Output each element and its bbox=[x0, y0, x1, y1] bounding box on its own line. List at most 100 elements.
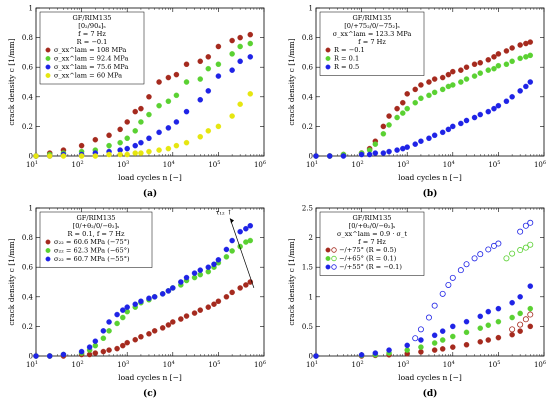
data-point bbox=[211, 301, 217, 307]
data-point bbox=[386, 148, 392, 155]
data-point bbox=[114, 320, 120, 327]
data-point bbox=[439, 346, 446, 352]
data-point bbox=[471, 61, 478, 67]
data-point bbox=[156, 129, 162, 136]
legend-title-line: [0/+θ₂/0/−θ₂]ₛ bbox=[349, 222, 396, 230]
legend-title-line: R = 0.1, f = 7 Hz bbox=[67, 230, 125, 238]
data-point bbox=[138, 298, 144, 304]
legend: GF/RIM135[0/+75₂/0/−75₂]ₛσ_xx^lam = 123.… bbox=[319, 11, 425, 76]
data-point bbox=[517, 247, 524, 254]
data-point bbox=[491, 105, 497, 112]
data-point bbox=[138, 150, 144, 156]
chart-panel-d: 101 102 103 104 105 106 0 0.5 1 1.5 2 2.5 load cycle… bbox=[287, 205, 546, 400]
legend-marker bbox=[325, 64, 331, 70]
series-1 bbox=[33, 40, 254, 159]
data-point bbox=[106, 142, 112, 149]
data-point bbox=[509, 94, 515, 100]
x-axis-label: load cycles n [−] bbox=[398, 373, 462, 382]
data-point bbox=[439, 337, 446, 343]
data-point bbox=[431, 347, 438, 353]
series-0 bbox=[33, 279, 254, 359]
y-tick-label: 0.4 bbox=[22, 293, 34, 301]
data-point bbox=[517, 294, 523, 300]
data-point bbox=[247, 40, 254, 47]
legend-marker bbox=[45, 73, 51, 78]
data-point bbox=[485, 67, 492, 73]
data-point bbox=[495, 334, 502, 341]
data-point bbox=[205, 88, 212, 94]
legend: GF/RIM135[0/+θ₂/0/−θ₂]ₛσ_xx^lam = 0.9 · … bbox=[319, 211, 425, 276]
data-point bbox=[527, 283, 534, 289]
data-point bbox=[431, 340, 438, 346]
data-point bbox=[431, 76, 438, 82]
legend-item-label: σ₂₂ = 60.7 MPa (−55°) bbox=[54, 255, 130, 263]
data-point bbox=[132, 108, 138, 115]
data-point bbox=[517, 228, 524, 235]
x-tick-label: 102 bbox=[72, 160, 84, 169]
legend-item-label: σ₂₂ = 62.3 MPa (−65°) bbox=[54, 247, 130, 255]
data-point bbox=[426, 135, 432, 141]
data-point bbox=[358, 352, 365, 358]
data-point bbox=[485, 108, 492, 115]
y-tick-label: 0.2 bbox=[22, 123, 33, 131]
legend-item-label: R = 0.1 bbox=[334, 55, 359, 63]
legend-item-label: σ_xx^lam = 75.6 MPa bbox=[54, 63, 128, 71]
y-tick-label: 0.8 bbox=[22, 34, 33, 42]
x-tick-label: 105 bbox=[208, 160, 220, 169]
data-point bbox=[458, 120, 464, 127]
data-point bbox=[457, 267, 464, 274]
data-point bbox=[425, 314, 432, 321]
data-point bbox=[527, 241, 534, 248]
legend-title-line: f = 7 Hz bbox=[358, 38, 386, 46]
legend-title-line: R = −0.1 bbox=[77, 38, 108, 46]
data-point bbox=[146, 331, 152, 337]
data-point bbox=[205, 264, 212, 270]
data-point bbox=[165, 145, 172, 152]
data-point bbox=[170, 285, 176, 291]
data-point bbox=[522, 222, 529, 229]
data-point bbox=[426, 79, 432, 85]
legend-title-line: σ_xx^lam = 123.3 MPa bbox=[333, 30, 412, 38]
data-point bbox=[132, 336, 138, 343]
data-point bbox=[151, 294, 158, 300]
legend-title-line: f = 7 Hz bbox=[78, 30, 106, 38]
data-point bbox=[183, 313, 190, 319]
data-point bbox=[215, 298, 222, 304]
data-point bbox=[418, 95, 424, 102]
data-point bbox=[477, 325, 484, 331]
data-point bbox=[527, 305, 534, 312]
data-point bbox=[485, 57, 492, 63]
x-tick-label: 101 bbox=[306, 160, 318, 169]
data-point bbox=[495, 62, 502, 69]
legend-marker bbox=[45, 64, 51, 70]
data-point bbox=[404, 91, 410, 97]
data-point bbox=[92, 153, 99, 159]
data-point bbox=[156, 79, 162, 85]
data-point bbox=[120, 307, 126, 313]
y-tick-label: 0 bbox=[309, 153, 313, 161]
legend-title-line: GF/RIM135 bbox=[77, 214, 116, 222]
legend-item-label: −/+75° (R = 0.5) bbox=[339, 246, 397, 254]
panel-caption: (d) bbox=[423, 388, 438, 399]
data-point bbox=[491, 54, 497, 60]
data-point bbox=[522, 244, 529, 251]
data-point bbox=[100, 335, 107, 341]
legend-item-label: −/+65° (R = 0.1) bbox=[339, 255, 397, 263]
data-point bbox=[495, 51, 502, 57]
data-point bbox=[60, 351, 67, 358]
legend-marker bbox=[45, 239, 51, 245]
legend-title-line: GF/RIM135 bbox=[353, 14, 392, 22]
data-point bbox=[439, 328, 446, 334]
data-point bbox=[503, 61, 510, 67]
legend-item-label: R = −0.1 bbox=[334, 46, 365, 54]
y-axis-label: crack density c [1/mm] bbox=[7, 38, 16, 125]
data-point bbox=[173, 92, 180, 99]
data-point bbox=[439, 129, 446, 136]
legend-title-line: GF/RIM135 bbox=[73, 14, 112, 22]
legend-item-label: σ₂₂ = 60.6 MPa (−75°) bbox=[54, 238, 130, 246]
data-point bbox=[78, 153, 85, 159]
data-point bbox=[183, 61, 190, 67]
data-point bbox=[247, 223, 254, 229]
y-tick-label: 0.6 bbox=[302, 64, 314, 72]
data-point bbox=[247, 237, 254, 244]
